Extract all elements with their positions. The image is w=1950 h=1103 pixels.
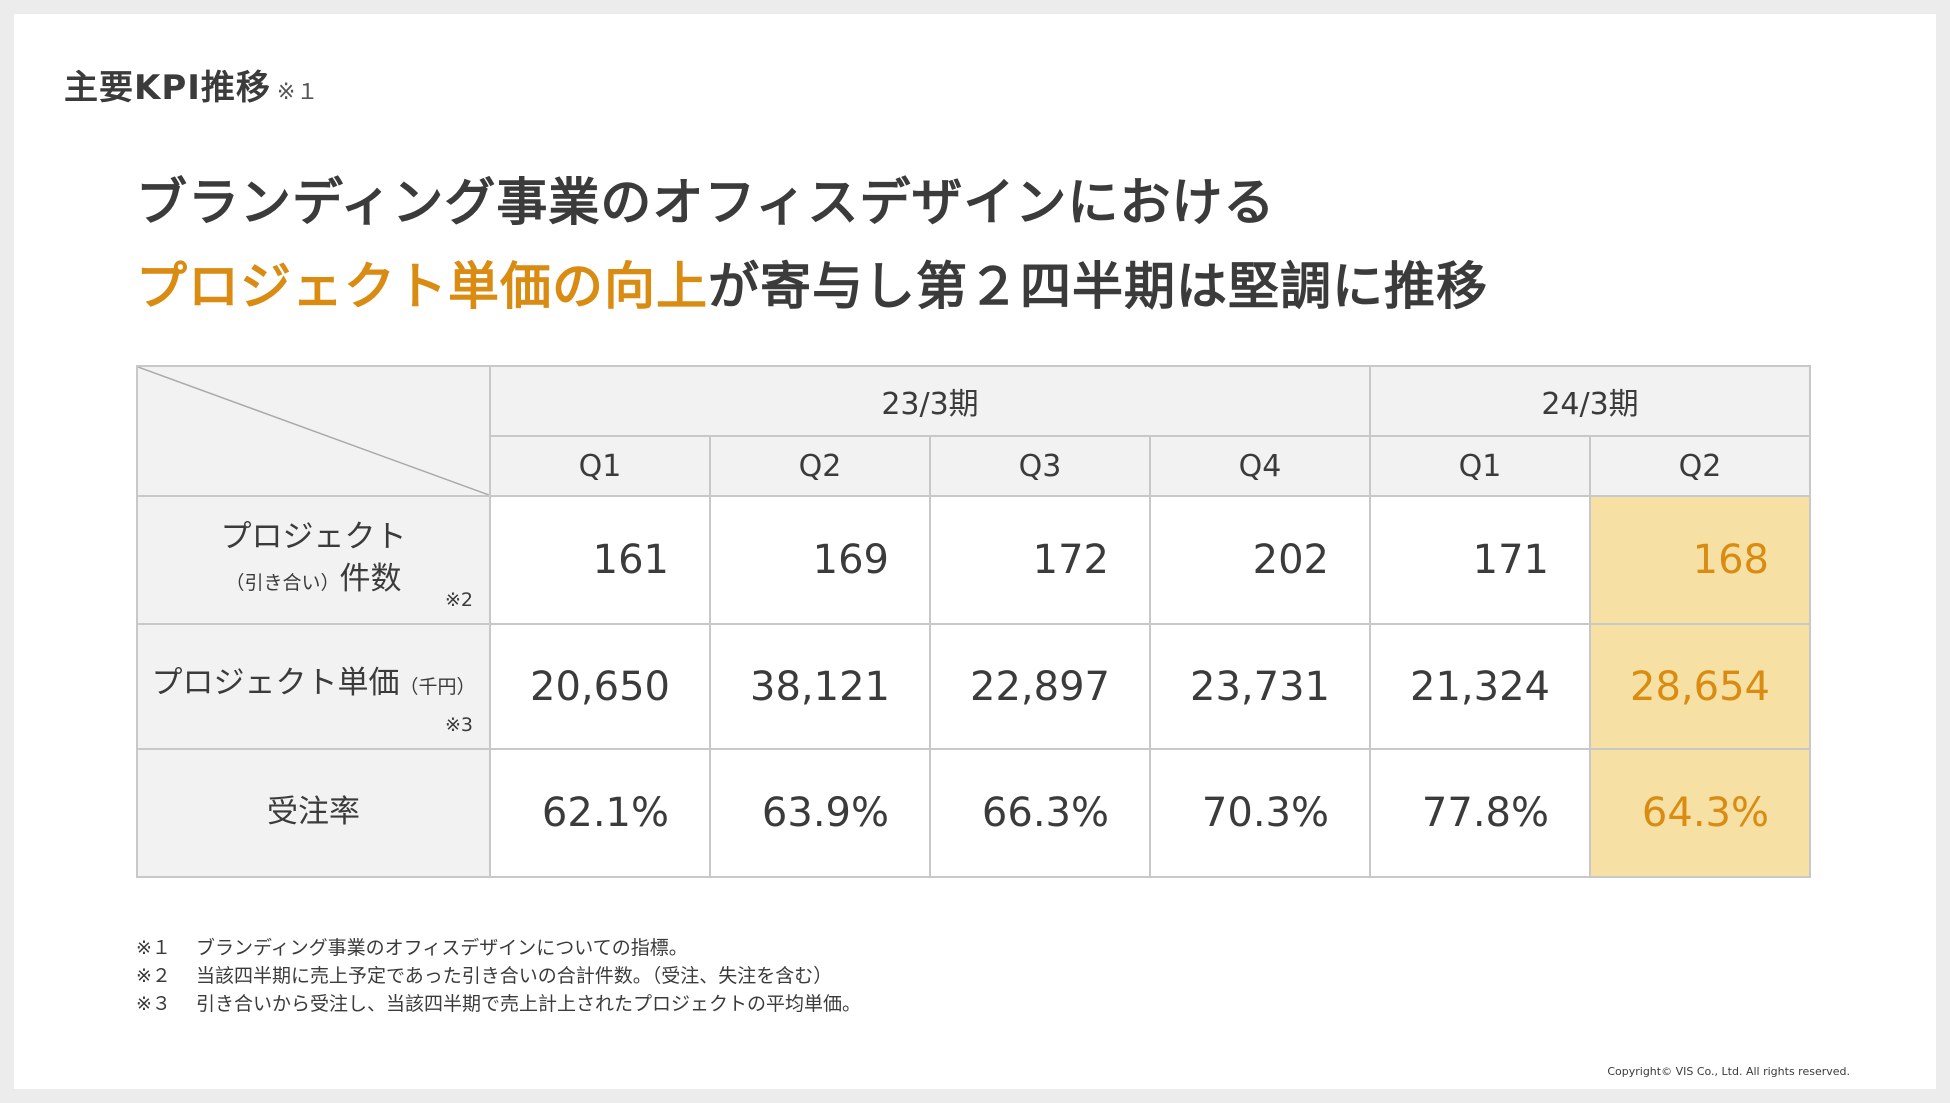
footnote-mark: ※２ <box>136 965 171 987</box>
row-label-unit-price: プロジェクト単価（千円） ※3 <box>136 623 491 750</box>
footnote-text: ブランディング事業のオフィスデザインについての指標。 <box>196 937 688 959</box>
table-cell: 202 <box>1149 495 1371 625</box>
table-cell: 62.1% <box>489 748 711 878</box>
table-cell: 66.3% <box>929 748 1151 878</box>
quarter-header: Q4 <box>1149 435 1371 497</box>
footnote: ※１ ブランディング事業のオフィスデザインについての指標。 <box>136 934 861 962</box>
table-cell: 77.8% <box>1369 748 1591 878</box>
table-cell-highlight: 168 <box>1589 495 1811 625</box>
table-cell: 70.3% <box>1149 748 1371 878</box>
table-cell: 172 <box>929 495 1151 625</box>
headline: ブランディング事業のオフィスデザインにおける プロジェクト単価の向上が寄与し第２… <box>136 162 1488 330</box>
diagonal-divider <box>138 367 489 495</box>
headline-rest: が寄与し第２四半期は堅調に推移 <box>708 258 1489 317</box>
footnote: ※２ 当該四半期に売上予定であった引き合いの合計件数。（受注、失注を含む） <box>136 962 861 990</box>
footnote-mark: ※１ <box>136 937 171 959</box>
table-cell: 20,650 <box>489 623 711 750</box>
quarter-header: Q1 <box>489 435 711 497</box>
table-cell-highlight: 64.3% <box>1589 748 1811 878</box>
table-cell: 38,121 <box>709 623 931 750</box>
table-cell: 161 <box>489 495 711 625</box>
section-title-note-mark: ※１ <box>276 80 320 105</box>
footnote-text: 引き合いから受注し、当該四半期で売上計上されたプロジェクトの平均単価。 <box>196 993 862 1015</box>
row-label-main: 受注率 <box>267 793 360 830</box>
period-header-23: 23/3期 <box>489 365 1371 437</box>
footnotes: ※１ ブランディング事業のオフィスデザインについての指標。 ※２ 当該四半期に売上予… <box>136 934 861 1018</box>
row-label-sub: （引き合い） <box>225 572 340 594</box>
table-cell: 171 <box>1369 495 1591 625</box>
table-cell: 63.9% <box>709 748 931 878</box>
table-corner-cell <box>136 365 491 497</box>
quarter-header: Q2 <box>709 435 931 497</box>
row-label-order-rate: 受注率 <box>136 748 491 878</box>
row-label-sub: （千円） <box>399 676 476 698</box>
table-row-project-count: プロジェクト （引き合い）件数 ※2 161 169 172 202 171 1… <box>136 495 1811 625</box>
table-row-unit-price: プロジェクト単価（千円） ※3 20,650 38,121 22,897 23,… <box>136 623 1811 750</box>
row-label-project-count: プロジェクト （引き合い）件数 ※2 <box>136 495 491 625</box>
quarter-header-row: Q1 Q2 Q3 Q4 Q1 Q2 <box>137 435 1811 497</box>
section-title-text: 主要KPI推移 <box>64 68 271 108</box>
headline-line-2: プロジェクト単価の向上が寄与し第２四半期は堅調に推移 <box>136 246 1488 330</box>
table-cell: 22,897 <box>929 623 1151 750</box>
row-label-main: プロジェクト単価 <box>151 665 400 701</box>
section-title: 主要KPI推移 ※１ <box>64 60 319 109</box>
quarter-header: Q1 <box>1369 435 1591 497</box>
copyright: Copyright© VIS Co., Ltd. All rights rese… <box>1607 1065 1850 1078</box>
footnote-text: 当該四半期に売上予定であった引き合いの合計件数。（受注、失注を含む） <box>196 965 833 987</box>
table-cell: 21,324 <box>1369 623 1591 750</box>
table-cell: 23,731 <box>1149 623 1371 750</box>
table-row-order-rate: 受注率 62.1% 63.9% 66.3% 70.3% 77.8% 64.3% <box>136 748 1811 878</box>
table-cell-highlight: 28,654 <box>1589 623 1811 750</box>
row-note-ref: ※2 <box>444 589 473 611</box>
row-label-tail: 件数 <box>339 561 402 597</box>
quarter-header: Q3 <box>929 435 1151 497</box>
headline-accent: プロジェクト単価の向上 <box>136 258 709 317</box>
period-header-row: 23/3期 24/3期 <box>136 365 1811 497</box>
headline-line-1: ブランディング事業のオフィスデザインにおける <box>136 174 1276 233</box>
row-note-ref: ※3 <box>444 714 473 736</box>
footnote-mark: ※３ <box>136 993 171 1015</box>
slide: 主要KPI推移 ※１ ブランディング事業のオフィスデザインにおける プロジェクト単… <box>14 14 1936 1089</box>
kpi-table: 23/3期 24/3期 Q1 Q2 Q3 Q4 Q1 Q2 プロジェクト （引き… <box>136 365 1811 878</box>
row-label-main: プロジェクト <box>220 519 407 555</box>
table-cell: 169 <box>709 495 931 625</box>
quarter-header: Q2 <box>1589 435 1811 497</box>
footnote: ※３ 引き合いから受注し、当該四半期で売上計上されたプロジェクトの平均単価。 <box>136 990 861 1018</box>
period-header-24: 24/3期 <box>1369 365 1811 437</box>
